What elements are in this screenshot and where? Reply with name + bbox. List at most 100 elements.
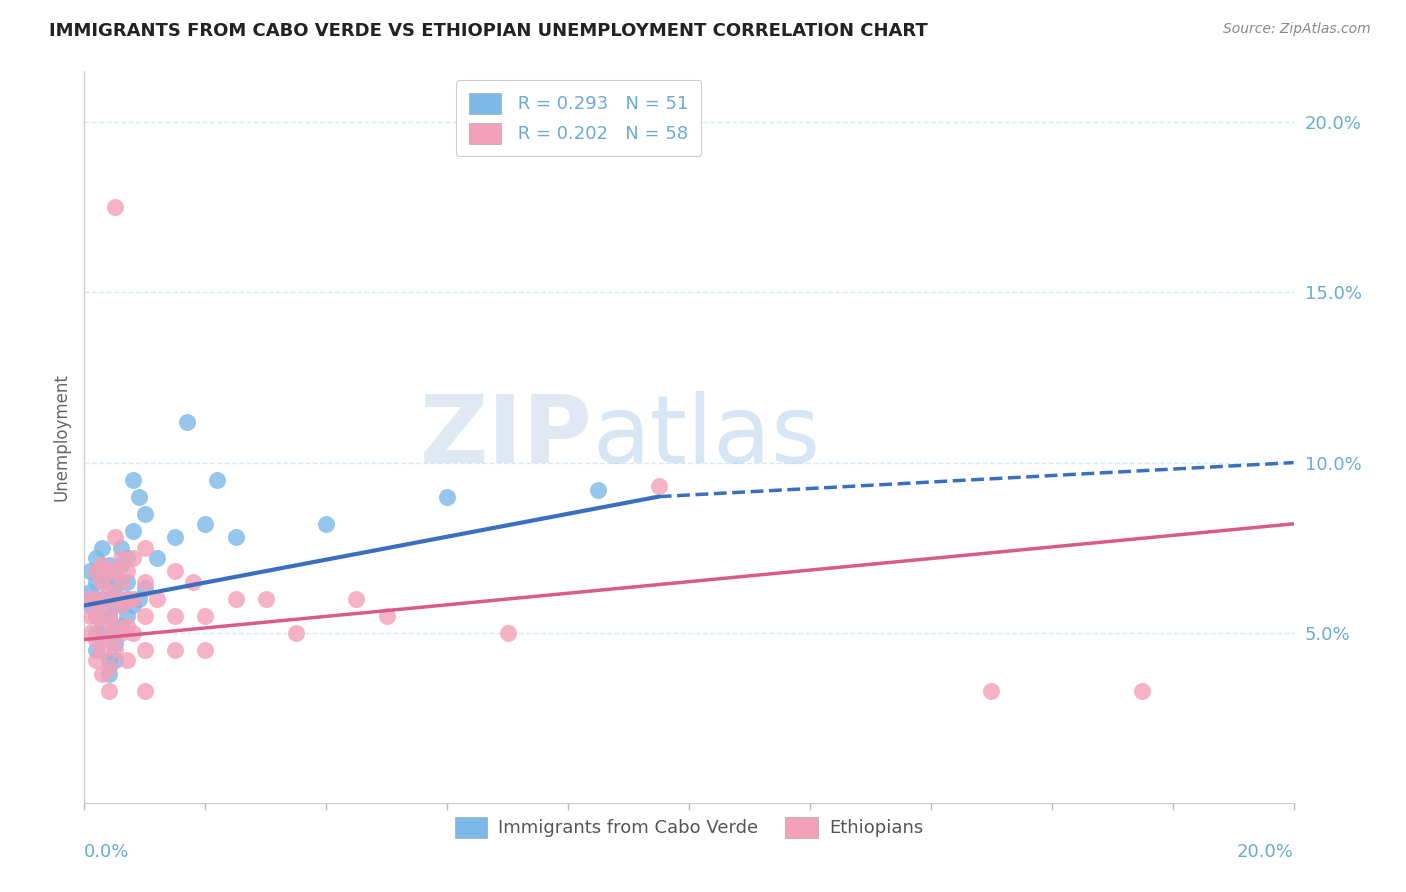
- Point: [91, 558, 114, 572]
- Point: [181, 574, 204, 589]
- Point: [86, 591, 108, 606]
- Point: [115, 608, 138, 623]
- Point: [134, 574, 156, 589]
- Point: [86, 565, 108, 579]
- Point: [97, 608, 120, 623]
- Point: [104, 201, 127, 215]
- Point: [225, 531, 247, 545]
- Point: [346, 591, 368, 606]
- Point: [165, 531, 187, 545]
- Point: [110, 541, 132, 555]
- Point: [91, 574, 114, 589]
- Point: [86, 632, 108, 647]
- Point: [104, 599, 127, 613]
- Point: [121, 599, 143, 613]
- Point: [104, 636, 127, 650]
- Point: [97, 683, 120, 698]
- Point: [104, 582, 127, 596]
- Point: [104, 565, 127, 579]
- Point: [86, 642, 108, 657]
- Point: [86, 608, 108, 623]
- Point: [86, 653, 108, 667]
- Point: [115, 653, 138, 667]
- Point: [91, 642, 114, 657]
- Point: [285, 625, 308, 640]
- Text: Source: ZipAtlas.com: Source: ZipAtlas.com: [1223, 22, 1371, 37]
- Point: [121, 473, 143, 487]
- Point: [104, 531, 127, 545]
- Point: [91, 565, 114, 579]
- Text: ZIP: ZIP: [419, 391, 592, 483]
- Point: [134, 541, 156, 555]
- Point: [91, 608, 114, 623]
- Point: [97, 558, 120, 572]
- Point: [146, 550, 169, 565]
- Point: [86, 608, 108, 623]
- Point: [115, 591, 138, 606]
- Point: [104, 619, 127, 633]
- Point: [496, 625, 519, 640]
- Point: [97, 591, 120, 606]
- Point: [97, 653, 120, 667]
- Point: [134, 642, 156, 657]
- Point: [176, 415, 198, 429]
- Point: [110, 574, 132, 589]
- Point: [97, 574, 120, 589]
- Point: [86, 574, 108, 589]
- Point: [104, 591, 127, 606]
- Point: [1130, 683, 1153, 698]
- Point: [104, 653, 127, 667]
- Point: [980, 683, 1002, 698]
- Point: [110, 625, 132, 640]
- Point: [165, 608, 187, 623]
- Point: [165, 642, 187, 657]
- Point: [110, 599, 132, 613]
- Point: [97, 608, 120, 623]
- Point: [121, 591, 143, 606]
- Point: [79, 585, 101, 599]
- Text: 20.0%: 20.0%: [1237, 843, 1294, 861]
- Point: [110, 558, 132, 572]
- Point: [134, 608, 156, 623]
- Point: [134, 507, 156, 521]
- Point: [134, 683, 156, 698]
- Point: [146, 591, 169, 606]
- Point: [97, 585, 120, 599]
- Point: [134, 582, 156, 596]
- Point: [79, 625, 101, 640]
- Point: [110, 574, 132, 589]
- Point: [588, 483, 610, 497]
- Point: [110, 550, 132, 565]
- Point: [194, 608, 217, 623]
- Point: [86, 591, 108, 606]
- Point: [115, 550, 138, 565]
- Point: [115, 619, 138, 633]
- Point: [91, 625, 114, 640]
- Point: [104, 642, 127, 657]
- Text: atlas: atlas: [592, 391, 821, 483]
- Point: [115, 574, 138, 589]
- Point: [86, 625, 108, 640]
- Point: [104, 565, 127, 579]
- Point: [165, 565, 187, 579]
- Point: [194, 516, 217, 531]
- Point: [79, 591, 101, 606]
- Point: [104, 619, 127, 633]
- Point: [97, 632, 120, 647]
- Point: [115, 565, 138, 579]
- Point: [648, 479, 671, 493]
- Point: [194, 642, 217, 657]
- Point: [110, 599, 132, 613]
- Point: [91, 666, 114, 681]
- Point: [91, 591, 114, 606]
- Point: [91, 619, 114, 633]
- Point: [79, 565, 101, 579]
- Point: [375, 608, 398, 623]
- Point: [315, 516, 337, 531]
- Legend: Immigrants from Cabo Verde, Ethiopians: Immigrants from Cabo Verde, Ethiopians: [447, 810, 931, 845]
- Point: [115, 591, 138, 606]
- Point: [207, 473, 229, 487]
- Point: [79, 608, 101, 623]
- Point: [110, 619, 132, 633]
- Point: [121, 625, 143, 640]
